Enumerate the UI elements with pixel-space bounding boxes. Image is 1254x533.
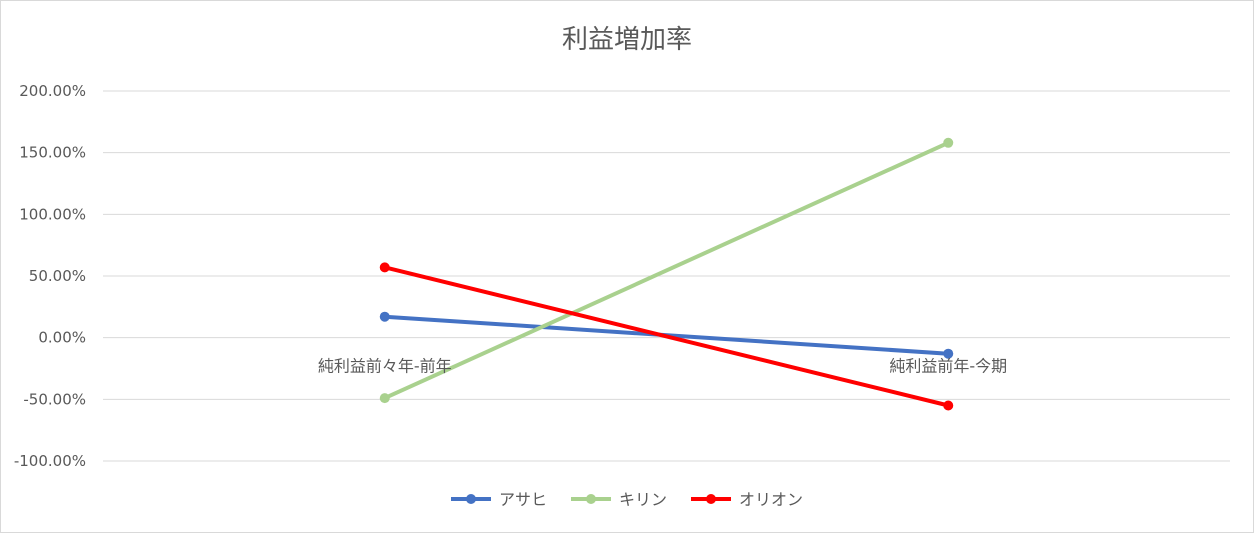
x-tick-label: 純利益前々年-前年 [318, 357, 452, 376]
data-point [379, 393, 390, 404]
data-point [943, 400, 954, 411]
data-point [379, 262, 390, 273]
legend: アサヒ キリン オリオン [451, 490, 803, 509]
legend-swatch-marker [466, 494, 476, 504]
gridlines [103, 90, 1230, 462]
data-point [943, 348, 954, 359]
y-tick-label: 0.00% [38, 329, 86, 347]
legend-item: キリン [571, 490, 667, 509]
legend-item: アサヒ [451, 490, 547, 509]
legend-item: オリオン [691, 490, 803, 509]
chart-title: 利益増加率 [562, 25, 692, 55]
y-tick-label: 100.00% [19, 205, 86, 223]
legend-label: オリオン [739, 490, 803, 509]
legend-swatch-marker [706, 494, 716, 504]
x-axis-ticks: 純利益前々年-前年 純利益前年-今期 [318, 357, 1007, 376]
y-tick-label: 200.00% [19, 82, 86, 100]
y-axis-ticks: 200.00% 150.00% 100.00% 50.00% 0.00% -50.00% -… [14, 82, 86, 470]
x-tick-label: 純利益前年-今期 [889, 357, 1007, 376]
legend-label: キリン [619, 490, 667, 509]
legend-swatch-marker [586, 494, 596, 504]
y-tick-label: 50.00% [29, 267, 86, 285]
legend-label: アサヒ [499, 490, 547, 509]
series-lines [379, 137, 954, 411]
y-tick-label: -50.00% [23, 390, 86, 408]
y-tick-label: 150.00% [19, 144, 86, 162]
series-line [382, 265, 951, 408]
y-tick-label: -100.00% [14, 452, 86, 470]
data-point [379, 311, 390, 322]
series-line [382, 140, 951, 401]
data-point [943, 137, 954, 148]
